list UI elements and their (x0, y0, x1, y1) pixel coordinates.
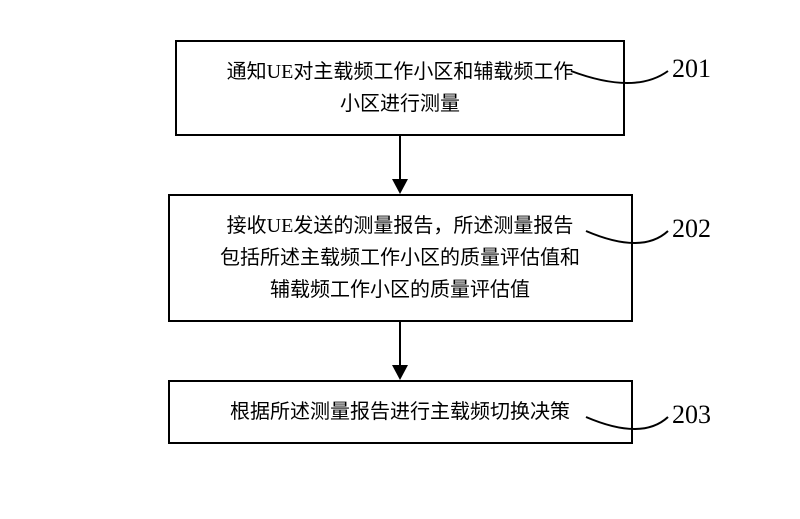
arrow-2 (120, 322, 680, 380)
label-202: 202 (672, 214, 711, 244)
flowchart-step-3: 根据所述测量报告进行主载频切换决策 (168, 380, 633, 444)
step-1-line-1: 通知UE对主载频工作小区和辅载频工作 (197, 56, 603, 88)
flowchart-step-2: 接收UE发送的测量报告，所述测量报告 包括所述主载频工作小区的质量评估值和 辅载… (168, 194, 633, 322)
step-1-line-2: 小区进行测量 (197, 88, 603, 120)
arrow-2-head (392, 365, 408, 380)
arrow-1-line (399, 136, 401, 179)
step-2-line-1: 接收UE发送的测量报告，所述测量报告 (190, 210, 611, 242)
label-203: 203 (672, 400, 711, 430)
arrow-1 (120, 136, 680, 194)
step-2-line-2: 包括所述主载频工作小区的质量评估值和 (190, 242, 611, 274)
flowchart-container: 通知UE对主载频工作小区和辅载频工作 小区进行测量 接收UE发送的测量报告，所述… (120, 40, 680, 444)
arrow-2-line (399, 322, 401, 365)
step-2-line-3: 辅载频工作小区的质量评估值 (190, 274, 611, 306)
step-3-line-1: 根据所述测量报告进行主载频切换决策 (190, 396, 611, 428)
label-201: 201 (672, 54, 711, 84)
flowchart-step-1: 通知UE对主载频工作小区和辅载频工作 小区进行测量 (175, 40, 625, 136)
arrow-1-head (392, 179, 408, 194)
